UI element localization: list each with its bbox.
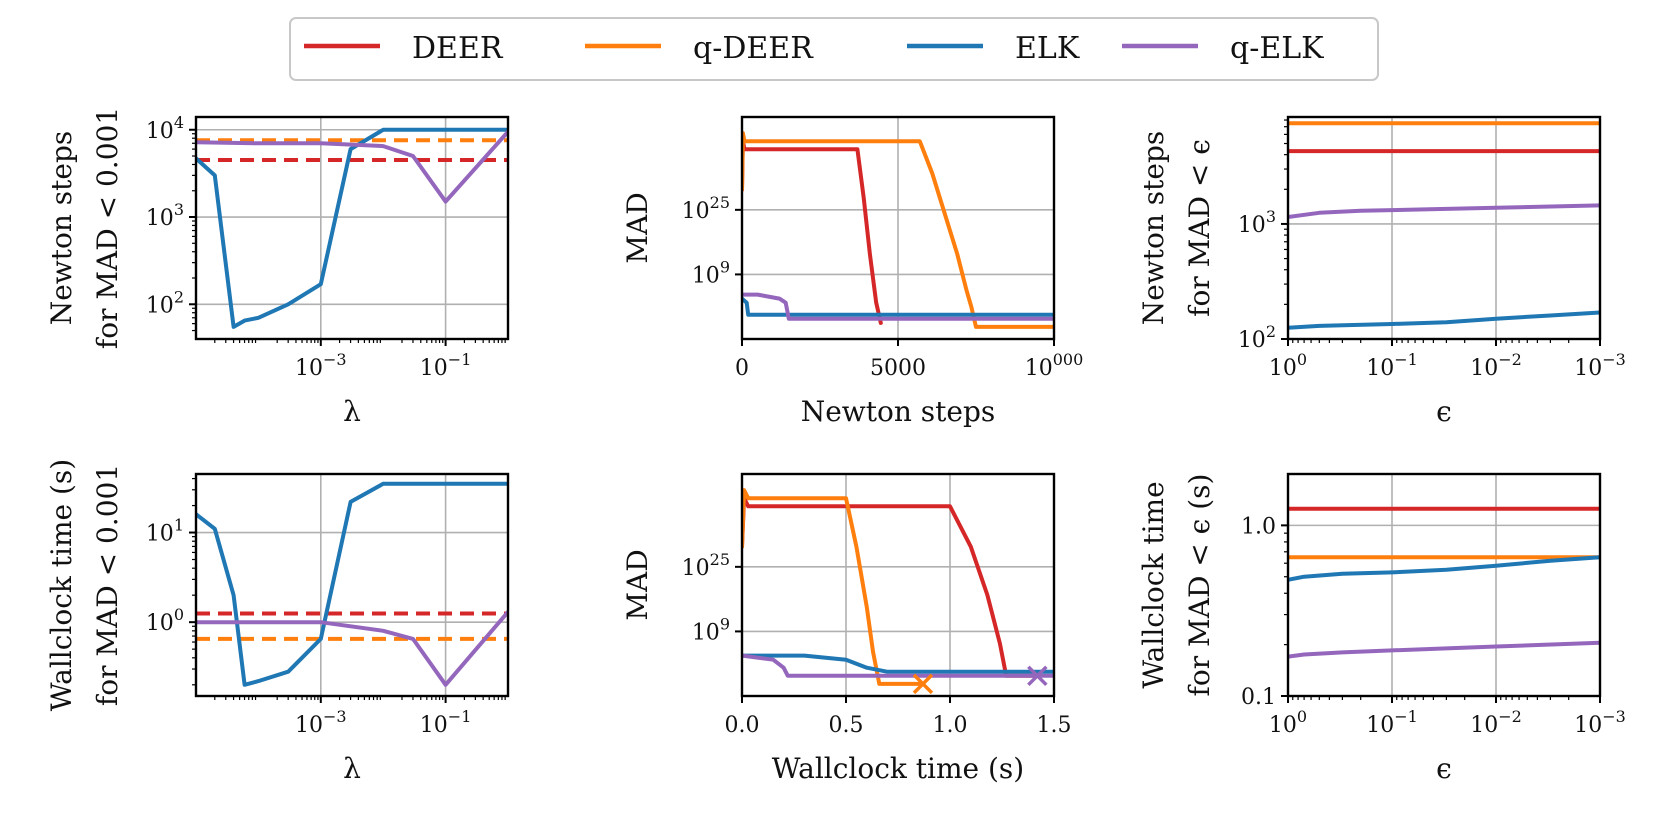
x-tick-label: 10−2 [1470,350,1522,381]
subplot-wallclock-vs-lambda: 10−3 10−1 100 101 λ Wallclock time (s) for MAD… [45,459,510,785]
x-tick-label: 1.0 [933,713,968,738]
plot-area [742,488,1054,686]
x-tick-label: 0.5 [829,713,864,738]
x-tick-label: 1.5 [1037,713,1072,738]
y-axis-label: MAD [621,192,654,263]
y-axis-label: for MAD < 0.001 [91,464,124,706]
subplot-wallclock-vs-epsilon: 100 10−1 10−2 10−3 0.1 1.0 ϵ Wallclock time for … [1137,472,1626,785]
subplot-grid: 10−3 10−1 102 103 104 λ Newton steps for MAD < … [45,107,1626,785]
series-elk [742,653,1054,674]
x-tick-label: 10−3 [1574,707,1626,738]
series-elk [196,127,508,329]
x-tick-label: 10−3 [295,707,347,738]
plot-area [1288,506,1600,659]
x-axis-label: λ [343,395,361,428]
legend-label-deer: DEER [412,31,504,66]
legend-entry-elk: ELK [907,31,1080,66]
x-axis-label: ϵ [1436,752,1452,785]
series-q-elk [1288,640,1600,659]
legend-entry-q-elk: q-ELK [1122,31,1324,66]
y-axis-label: Newton steps [45,131,78,326]
legend-entry-deer: DEER [304,31,504,66]
x-axis-label: Newton steps [801,395,996,428]
y-axis-label: for MAD < 0.001 [91,107,124,349]
y-tick-label: 102 [1238,322,1276,353]
y-tick-label: 103 [1238,207,1276,238]
y-tick-label: 102 [146,287,184,318]
subplot-mad-vs-wallclock: 0.0 0.5 1.0 1.5 109 1025 Wallclock time (s) MAD [621,472,1072,785]
x-tick-label: 10000 [1025,350,1084,381]
y-tick-label: 1.0 [1241,514,1276,539]
subplot-newton-vs-epsilon: 100 10−1 10−2 10−3 102 103 ϵ Newton steps for MA… [1137,115,1626,428]
y-tick-label: 104 [146,113,184,144]
series-elk [1288,555,1600,582]
legend-label-elk: ELK [1015,31,1080,66]
x-tick-label: 10−1 [420,350,472,381]
axes-frame [194,115,510,341]
series-q-elk [742,292,1054,321]
series-q-elk [742,653,1054,678]
x-tick-label: 5000 [870,356,926,381]
y-tick-label: 109 [692,257,730,288]
x-tick-label: 0 [735,356,749,381]
legend: DEER q-DEER ELK q-ELK [289,17,1379,81]
legend-label-q-elk: q-ELK [1230,31,1324,66]
series-elk [196,481,508,687]
y-axis-label: for MAD < ϵ (s) [1183,474,1216,697]
axes-frame [1286,472,1602,698]
series-q-elk [196,609,508,687]
plot-area [196,127,508,329]
series-elk [742,296,1054,317]
plot-area [1288,121,1600,330]
x-tick-label: 10−3 [1574,350,1626,381]
y-axis-label: Wallclock time (s) [45,459,78,711]
y-tick-label: 101 [146,516,184,547]
x-tick-label: 10−1 [1366,707,1418,738]
y-axis-label: for MAD < ϵ [1183,139,1216,317]
y-axis-label: Newton steps [1137,131,1170,326]
axes-frame [1286,115,1602,341]
x-axis-label: λ [343,752,361,785]
series-elk [1288,310,1600,330]
y-tick-label: 0.1 [1241,685,1276,710]
subplot-newton-vs-lambda: 10−3 10−1 102 103 104 λ Newton steps for MAD < … [45,107,510,428]
y-tick-label: 103 [146,200,184,231]
legend-frame [289,17,1379,81]
marker-x-q-deer [912,673,934,695]
y-tick-label: 100 [146,605,184,636]
x-tick-label: 10−3 [295,350,347,381]
subplot-mad-vs-newton: 0 5000 10000 109 1025 Newton steps MAD [621,115,1084,428]
x-axis-label: ϵ [1436,395,1452,428]
axes-frame [740,115,1056,341]
legend-entry-q-deer: q-DEER [585,31,814,66]
x-tick-label: 10−1 [1366,350,1418,381]
x-axis-label: Wallclock time (s) [772,752,1024,785]
series-q-elk [196,129,508,204]
axes-frame [194,472,510,698]
marker-x-q-elk [1027,665,1048,687]
y-tick-label: 1025 [682,550,730,581]
axes-frame [740,472,1056,698]
series-q-deer [742,488,925,686]
y-tick-label: 109 [692,614,730,645]
y-tick-label: 1025 [682,193,730,224]
plot-area [196,481,508,687]
x-tick-label: 10−1 [420,707,472,738]
series-deer [742,496,1040,678]
x-tick-label: 10−2 [1470,707,1522,738]
y-axis-label: MAD [621,549,654,620]
legend-label-q-deer: q-DEER [693,31,814,66]
y-axis-label: Wallclock time [1137,481,1170,688]
x-tick-label: 100 [1269,350,1307,381]
x-tick-label: 100 [1269,707,1307,738]
x-tick-label: 0.0 [725,713,760,738]
series-q-elk [1288,203,1600,219]
